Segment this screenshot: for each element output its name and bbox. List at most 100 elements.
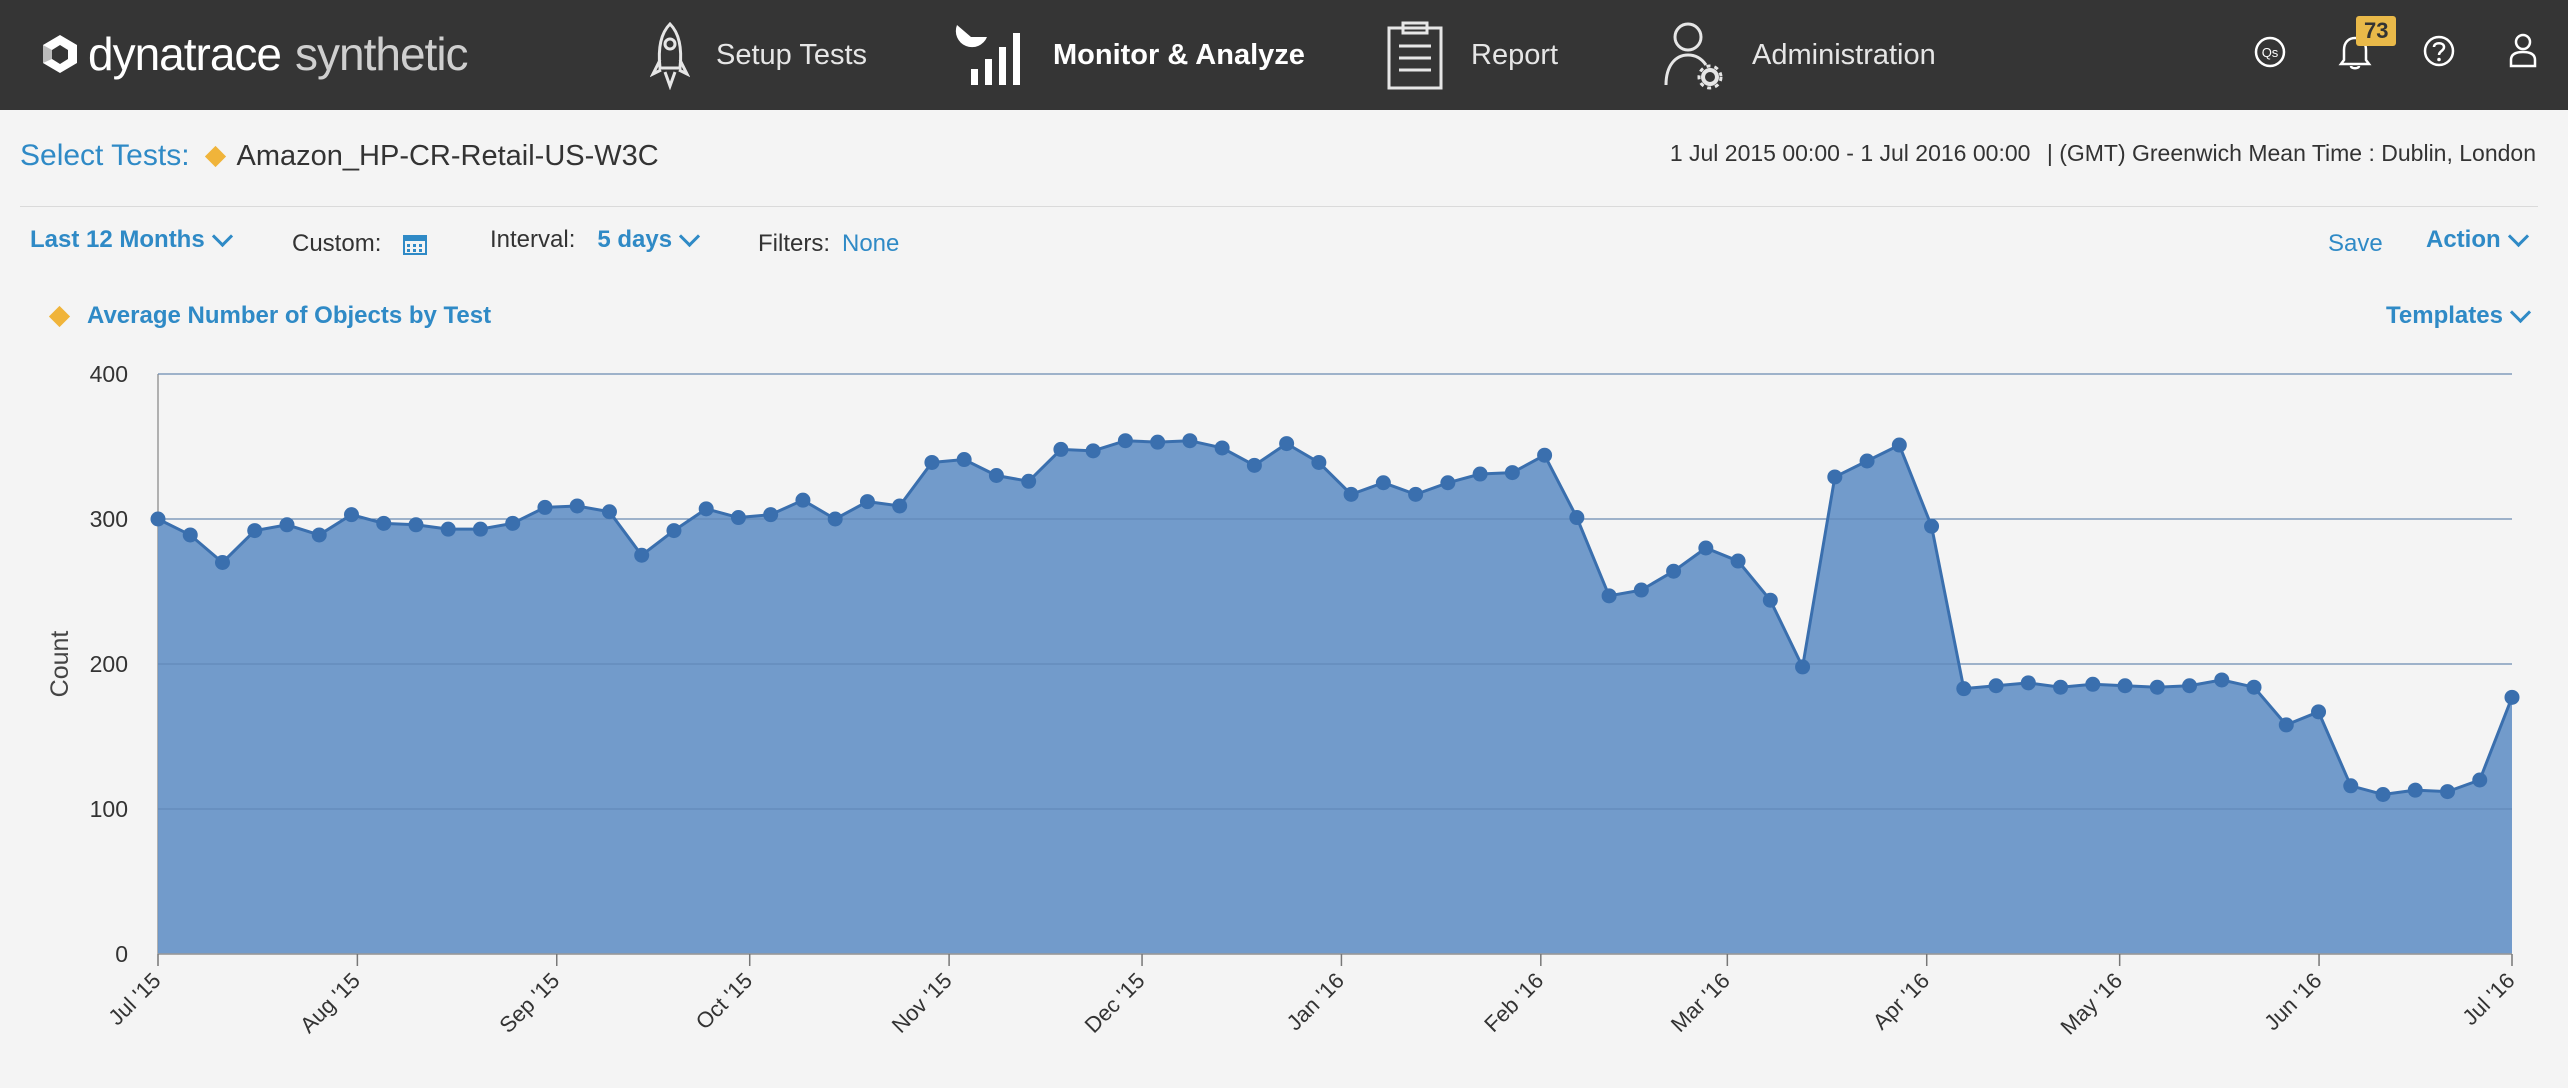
data-point	[1762, 592, 1778, 608]
data-point	[2182, 678, 2198, 694]
nav-label: Setup Tests	[716, 38, 868, 71]
user-gear-icon	[1664, 22, 1723, 90]
timezone: | (GMT) Greenwich Mean Time : Dublin, Lo…	[2046, 140, 2536, 166]
data-point	[1504, 465, 1520, 481]
data-point	[1472, 466, 1488, 482]
data-point	[1279, 436, 1295, 452]
bar-chart-icon	[955, 25, 1020, 85]
data-point	[505, 515, 521, 531]
chevron-down-icon	[211, 225, 233, 247]
data-point	[1440, 475, 1456, 491]
selected-test-name: Amazon_HP-CR-Retail-US-W3C	[236, 139, 659, 172]
action-dropdown[interactable]: Action	[2426, 225, 2529, 254]
data-point	[1021, 473, 1037, 489]
x-tick-label: Jul '15	[103, 968, 165, 1030]
y-tick-label: 0	[115, 941, 128, 967]
save-button[interactable]: Save	[2328, 230, 2383, 258]
data-point	[730, 510, 746, 526]
data-point	[2149, 679, 2165, 695]
data-point	[601, 504, 617, 520]
action-label: Action	[2426, 226, 2501, 253]
data-point	[2311, 704, 2327, 720]
nav-label: Report	[1471, 38, 1559, 71]
qs-label: Qs	[2262, 45, 2279, 60]
notification-count-badge[interactable]: 73	[2356, 16, 2397, 46]
custom-label: Custom:	[292, 230, 382, 257]
data-point	[859, 494, 875, 510]
data-point	[763, 507, 779, 523]
filters-value-link[interactable]: None	[842, 230, 900, 257]
save-label: Save	[2328, 230, 2383, 257]
x-tick-label: Nov '15	[887, 968, 957, 1038]
top-navigation-bar: dynatrace synthetic Setup Tests Monitor …	[0, 0, 2568, 110]
data-point	[2440, 784, 2456, 800]
data-point	[1053, 441, 1069, 457]
data-point	[2375, 787, 2391, 802]
data-point	[279, 517, 295, 533]
nav-label: Administration	[1752, 38, 1936, 71]
select-tests-link[interactable]: Select Tests:	[20, 139, 190, 172]
interval-dropdown[interactable]: 5 days	[597, 226, 673, 253]
data-point	[1537, 447, 1553, 463]
calendar-icon[interactable]	[403, 233, 428, 255]
x-tick-label: Dec '15	[1080, 968, 1150, 1038]
data-point	[2343, 778, 2359, 794]
data-point	[1601, 588, 1617, 604]
data-point	[1827, 469, 1843, 485]
data-point	[2504, 689, 2520, 705]
data-point	[2278, 717, 2294, 733]
data-point	[376, 515, 392, 531]
data-point	[247, 523, 263, 539]
data-point	[2214, 672, 2230, 688]
help-icon[interactable]	[2422, 34, 2456, 68]
y-tick-label: 200	[90, 651, 128, 677]
data-point	[1117, 433, 1133, 449]
clipboard-icon	[1387, 21, 1443, 90]
nav-report[interactable]: Report	[1385, 0, 1558, 110]
custom-range: Custom:	[292, 230, 428, 258]
data-point	[408, 517, 424, 533]
data-point	[1988, 678, 2004, 694]
data-point	[988, 468, 1004, 483]
x-tick-label: Oct '15	[691, 968, 757, 1034]
user-icon[interactable]	[2508, 32, 2538, 70]
data-point	[569, 498, 585, 514]
period-dropdown[interactable]: Last 12 Months	[30, 225, 233, 254]
data-point	[1408, 486, 1424, 502]
y-tick-label: 400	[90, 361, 128, 387]
x-tick-label: Sep '15	[494, 968, 564, 1038]
qs-icon[interactable]: Qs	[2254, 36, 2286, 68]
nav-monitor-analyze[interactable]: Monitor & Analyze	[955, 0, 1305, 110]
x-tick-label: Mar '16	[1666, 968, 1735, 1037]
data-point	[1698, 540, 1714, 556]
nav-setup-tests[interactable]: Setup Tests	[650, 0, 867, 110]
data-point	[1569, 510, 1585, 526]
data-point	[1214, 440, 1230, 456]
data-point	[537, 499, 553, 515]
series-diamond-icon	[48, 305, 71, 327]
data-point	[440, 521, 456, 537]
data-point	[634, 547, 650, 563]
data-point	[214, 555, 230, 570]
data-point	[2085, 676, 2101, 692]
data-point	[1666, 563, 1682, 579]
data-point	[472, 521, 488, 537]
date-range: 1 Jul 2015 00:00 - 1 Jul 2016 00:00	[1669, 140, 2031, 166]
nav-administration[interactable]: Administration	[1662, 0, 1936, 110]
templates-dropdown[interactable]: Templates	[2386, 301, 2532, 330]
data-point	[1633, 582, 1649, 598]
y-tick-label: 300	[90, 506, 128, 532]
data-point	[666, 523, 682, 539]
data-point	[1343, 486, 1359, 502]
dynatrace-logo[interactable]: dynatrace synthetic	[38, 24, 469, 84]
x-tick-label: Jul '16	[2457, 968, 2519, 1030]
data-point	[827, 511, 843, 527]
series-area	[158, 440, 2512, 954]
data-point	[892, 498, 908, 514]
y-axis-label: Count	[46, 631, 74, 698]
data-point	[698, 501, 714, 517]
data-point	[1956, 681, 1972, 697]
data-point	[1246, 457, 1262, 473]
chart-title: Average Number of Objects by Test	[48, 302, 491, 330]
x-tick-label: Apr '16	[1868, 968, 1934, 1034]
